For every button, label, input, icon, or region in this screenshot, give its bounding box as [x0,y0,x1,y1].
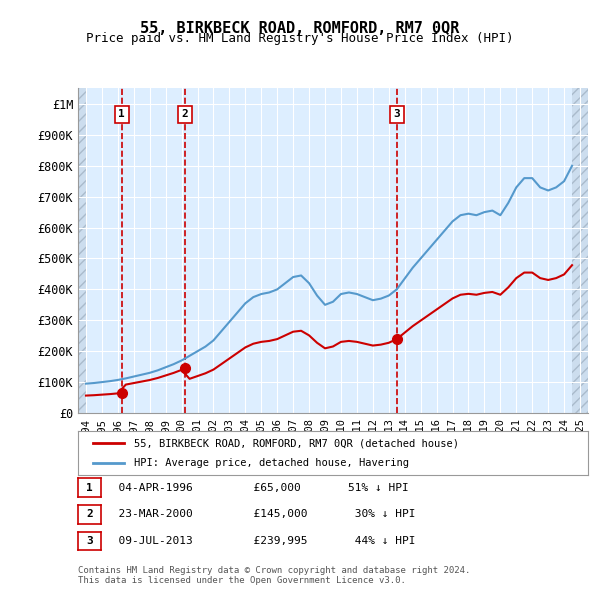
Text: 1: 1 [118,110,125,119]
Text: 09-JUL-2013         £239,995       44% ↓ HPI: 09-JUL-2013 £239,995 44% ↓ HPI [105,536,415,546]
Text: 3: 3 [86,536,93,546]
Text: 1: 1 [86,483,93,493]
Bar [572,88,588,413]
Text: Contains HM Land Registry data © Crown copyright and database right 2024.: Contains HM Land Registry data © Crown c… [78,566,470,575]
Text: 23-MAR-2000         £145,000       30% ↓ HPI: 23-MAR-2000 £145,000 30% ↓ HPI [105,510,415,519]
Text: 04-APR-1996         £65,000       51% ↓ HPI: 04-APR-1996 £65,000 51% ↓ HPI [105,483,409,493]
Text: This data is licensed under the Open Government Licence v3.0.: This data is licensed under the Open Gov… [78,576,406,585]
Bar [78,88,86,413]
Text: 55, BIRKBECK ROAD, ROMFORD, RM7 0QR (detached house): 55, BIRKBECK ROAD, ROMFORD, RM7 0QR (det… [134,438,459,448]
Text: Price paid vs. HM Land Registry's House Price Index (HPI): Price paid vs. HM Land Registry's House … [86,32,514,45]
Text: 2: 2 [182,110,188,119]
Text: 55, BIRKBECK ROAD, ROMFORD, RM7 0QR: 55, BIRKBECK ROAD, ROMFORD, RM7 0QR [140,21,460,35]
Text: 3: 3 [394,110,400,119]
Text: HPI: Average price, detached house, Havering: HPI: Average price, detached house, Have… [134,458,409,467]
Text: 2: 2 [86,510,93,519]
